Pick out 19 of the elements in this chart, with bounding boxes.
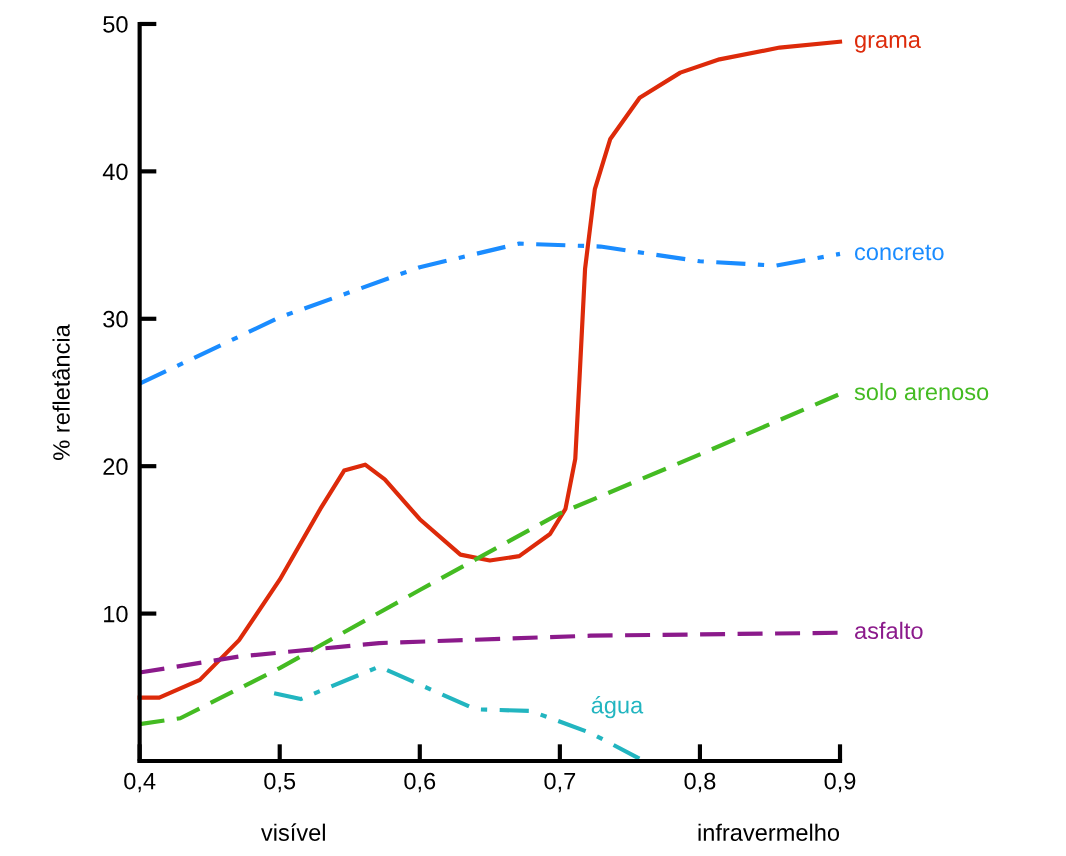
- y-tick-label: 20: [103, 458, 128, 475]
- y-tick-label: 30: [103, 310, 128, 328]
- x-tick-label: 0,5: [264, 772, 296, 793]
- y-tick-label: 10: [104, 605, 128, 623]
- series-label: grama: [855, 35, 921, 53]
- x-tick-label: 0,6: [404, 772, 436, 793]
- x-tick-label: 0,9: [824, 772, 856, 793]
- y-tick-label: 50: [103, 16, 128, 33]
- x-tick-label: 0,8: [684, 772, 716, 793]
- x-tick-label: 0,7: [544, 772, 576, 793]
- series-label: água: [591, 695, 644, 719]
- series-label: solo arenoso: [854, 382, 989, 401]
- y-tick-label: 40: [102, 163, 128, 181]
- text: visível: [261, 823, 325, 841]
- text: infravermelho: [698, 823, 840, 841]
- y-axis-title: % refletância: [52, 324, 70, 460]
- series-label: concreto: [855, 244, 944, 261]
- x-tick-label: 0,4: [124, 772, 156, 793]
- series-label: asfalto: [855, 621, 923, 640]
